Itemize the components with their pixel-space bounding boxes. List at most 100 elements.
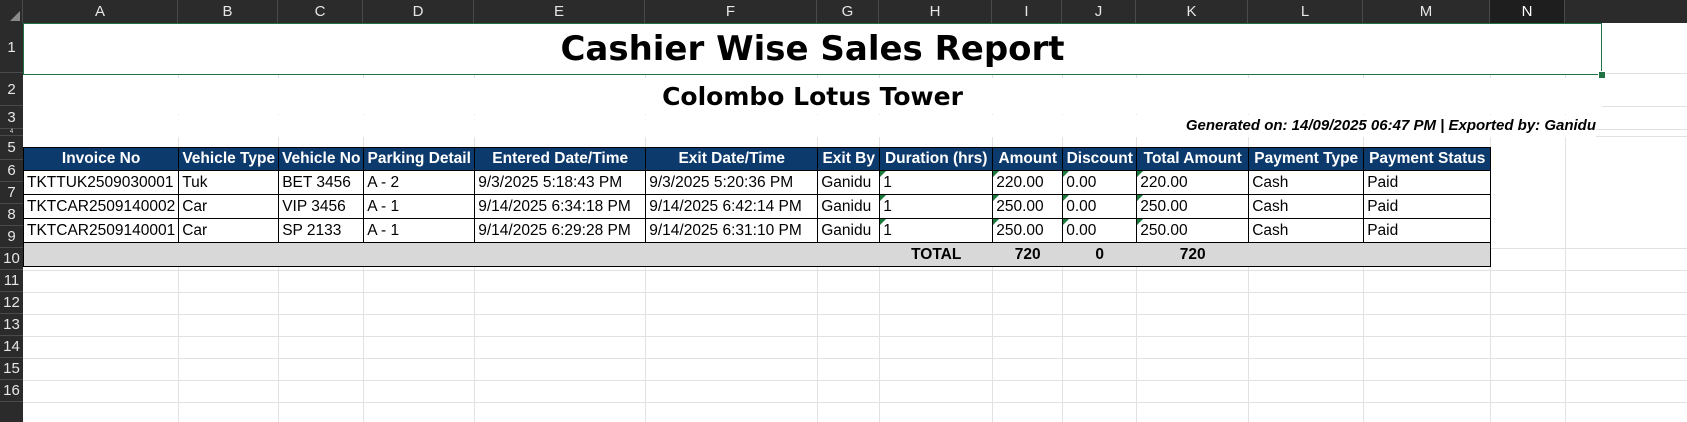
row-header-3[interactable]: 3	[0, 106, 23, 129]
generated-info-cell[interactable]: Generated on: 14/09/2025 06:47 PM | Expo…	[23, 115, 1596, 137]
row-header-1[interactable]: 1	[0, 23, 23, 73]
row-header-8[interactable]: 8	[0, 204, 23, 226]
cell-exit-by[interactable]: Ganidu	[817, 170, 881, 195]
total-amount-value[interactable]: 720	[992, 242, 1063, 267]
header-vehicle-no[interactable]: Vehicle No	[278, 147, 365, 171]
row-header-4[interactable]: 4	[0, 129, 23, 136]
column-header-a[interactable]: A	[23, 0, 178, 23]
header-total-amount[interactable]: Total Amount	[1136, 147, 1250, 171]
cell-payment-type[interactable]: Cash	[1248, 170, 1365, 195]
cell-exit-by[interactable]: Ganidu	[817, 194, 881, 219]
cell-payment-status[interactable]: Paid	[1363, 170, 1492, 195]
row-header-5[interactable]: 5	[0, 136, 23, 160]
cell-vehicle-type[interactable]: Car	[178, 218, 280, 243]
cell-invoice-no[interactable]: TKTCAR2509140002	[22, 194, 180, 219]
cell-amount[interactable]: 250.00	[992, 194, 1064, 219]
cell-duration[interactable]: 1	[879, 170, 994, 195]
header-discount[interactable]: Discount	[1062, 147, 1138, 171]
cell-exit-by[interactable]: Ganidu	[817, 218, 881, 243]
cell-total-amount[interactable]: 250.00	[1136, 194, 1250, 219]
column-header-j[interactable]: J	[1062, 0, 1136, 23]
header-amount[interactable]: Amount	[992, 147, 1064, 171]
cell-amount[interactable]: 250.00	[992, 218, 1064, 243]
generated-info: Generated on: 14/09/2025 06:47 PM | Expo…	[1185, 117, 1596, 134]
total-spacer[interactable]	[22, 242, 880, 267]
column-header-g[interactable]: G	[817, 0, 879, 23]
column-header-d[interactable]: D	[363, 0, 474, 23]
cell-discount[interactable]: 0.00	[1062, 218, 1138, 243]
cell-exit-datetime[interactable]: 9/14/2025 6:31:10 PM	[645, 218, 819, 243]
column-header-f[interactable]: F	[645, 0, 817, 23]
cell-total-amount[interactable]: 250.00	[1136, 218, 1250, 243]
total-grand-value[interactable]: 720	[1136, 242, 1249, 267]
cell-exit-datetime[interactable]: 9/3/2025 5:20:36 PM	[645, 170, 819, 195]
header-parking-detail[interactable]: Parking Detail	[363, 147, 476, 171]
cell-vehicle-type[interactable]: Car	[178, 194, 280, 219]
row-header-12[interactable]: 12	[0, 292, 23, 314]
total-trailing-spacer[interactable]	[1248, 242, 1492, 267]
header-payment-status[interactable]: Payment Status	[1363, 147, 1492, 171]
cell-parking-detail[interactable]: A - 2	[363, 170, 476, 195]
total-label[interactable]: TOTAL	[879, 242, 993, 267]
header-exit-by[interactable]: Exit By	[817, 147, 881, 171]
table-row: TKTTUK2509030001 Tuk BET 3456 A - 2 9/3/…	[22, 170, 1492, 195]
total-row: TOTAL 720 0 720	[22, 242, 1492, 267]
cell-vehicle-no[interactable]: VIP 3456	[278, 194, 365, 219]
report-subtitle-cell[interactable]: Colombo Lotus Tower	[23, 78, 1602, 114]
column-header-i[interactable]: I	[992, 0, 1062, 23]
table-header-row: Invoice No Vehicle Type Vehicle No Parki…	[22, 147, 1492, 171]
cell-discount[interactable]: 0.00	[1062, 170, 1138, 195]
header-duration[interactable]: Duration (hrs)	[879, 147, 994, 171]
cell-payment-status[interactable]: Paid	[1363, 218, 1492, 243]
row-header-15[interactable]: 15	[0, 358, 23, 380]
cell-amount[interactable]: 220.00	[992, 170, 1064, 195]
total-discount-value[interactable]: 0	[1062, 242, 1137, 267]
column-header-c[interactable]: C	[278, 0, 363, 23]
row-header-13[interactable]: 13	[0, 314, 23, 336]
row-header-9[interactable]: 9	[0, 226, 23, 248]
row-header-11[interactable]: 11	[0, 270, 23, 292]
header-invoice-no[interactable]: Invoice No	[22, 147, 180, 171]
cell-entered-datetime[interactable]: 9/14/2025 6:29:28 PM	[474, 218, 647, 243]
column-header-e[interactable]: E	[474, 0, 645, 23]
cell-total-amount[interactable]: 220.00	[1136, 170, 1250, 195]
fill-handle[interactable]	[1598, 71, 1606, 79]
cell-entered-datetime[interactable]: 9/14/2025 6:34:18 PM	[474, 194, 647, 219]
row-header-16[interactable]: 16	[0, 380, 23, 402]
cell-invoice-no[interactable]: TKTTUK2509030001	[22, 170, 180, 195]
cell-parking-detail[interactable]: A - 1	[363, 218, 476, 243]
header-vehicle-type[interactable]: Vehicle Type	[178, 147, 280, 171]
column-header-l[interactable]: L	[1248, 0, 1363, 23]
cell-discount[interactable]: 0.00	[1062, 194, 1138, 219]
cell-vehicle-no[interactable]: SP 2133	[278, 218, 365, 243]
cell-vehicle-no[interactable]: BET 3456	[278, 170, 365, 195]
row-header-14[interactable]: 14	[0, 336, 23, 358]
column-header-k[interactable]: K	[1136, 0, 1248, 23]
column-header-m[interactable]: M	[1363, 0, 1490, 23]
cell-invoice-no[interactable]: TKTCAR2509140001	[22, 218, 180, 243]
table-row: TKTCAR2509140002 Car VIP 3456 A - 1 9/14…	[22, 194, 1492, 219]
column-header-b[interactable]: B	[178, 0, 278, 23]
cell-payment-type[interactable]: Cash	[1248, 194, 1365, 219]
row-header-7[interactable]: 7	[0, 182, 23, 204]
column-header-h[interactable]: H	[879, 0, 992, 23]
cell-parking-detail[interactable]: A - 1	[363, 194, 476, 219]
cell-vehicle-type[interactable]: Tuk	[178, 170, 280, 195]
cell-duration[interactable]: 1	[879, 218, 994, 243]
header-payment-type[interactable]: Payment Type	[1248, 147, 1365, 171]
cell-payment-type[interactable]: Cash	[1248, 218, 1365, 243]
row-header-6[interactable]: 6	[0, 160, 23, 182]
cell-payment-status[interactable]: Paid	[1363, 194, 1492, 219]
header-entered-datetime[interactable]: Entered Date/Time	[474, 147, 647, 171]
row-header-10[interactable]: 10	[0, 248, 23, 270]
header-exit-datetime[interactable]: Exit Date/Time	[645, 147, 819, 171]
cell-exit-datetime[interactable]: 9/14/2025 6:42:14 PM	[645, 194, 819, 219]
column-header-n[interactable]: N	[1490, 0, 1565, 23]
report-title: Cashier Wise Sales Report	[560, 29, 1065, 69]
row-header-2[interactable]: 2	[0, 73, 23, 106]
report-title-cell[interactable]: Cashier Wise Sales Report	[23, 23, 1602, 75]
cell-duration[interactable]: 1	[879, 194, 994, 219]
select-all-corner[interactable]	[0, 0, 23, 23]
cell-entered-datetime[interactable]: 9/3/2025 5:18:43 PM	[474, 170, 647, 195]
